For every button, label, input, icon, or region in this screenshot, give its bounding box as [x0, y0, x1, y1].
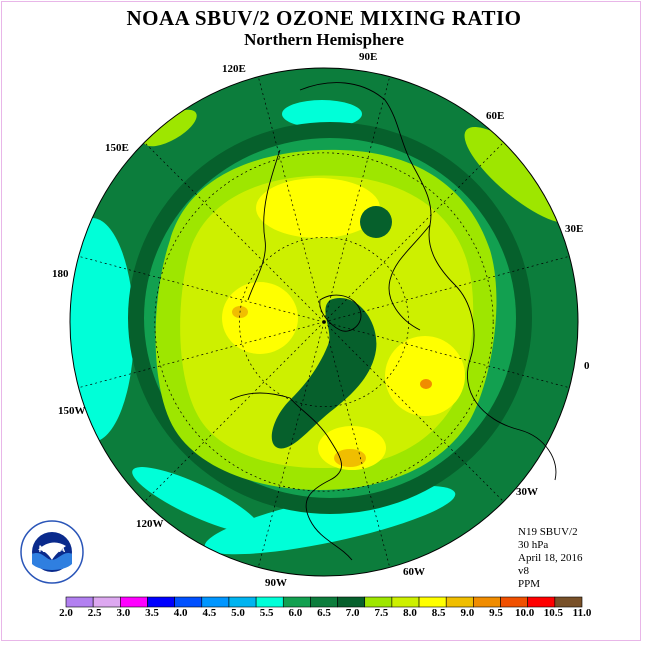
coastline-eurasia [299, 82, 557, 481]
coastlines [229, 82, 557, 561]
hemisphere-outline [69, 67, 579, 577]
colorbar-swatch [92, 596, 121, 608]
colorbar-swatch [120, 596, 148, 608]
lon-label-60e: 60E [486, 110, 505, 122]
colorbar-label: 9.5 [489, 607, 503, 619]
figure-frame [1, 1, 641, 641]
meridian-line [323, 321, 391, 568]
colorbar-label: 2.0 [59, 607, 73, 619]
lon-label-150w: 150W [58, 405, 86, 417]
lon-label-120w: 120W [136, 518, 164, 530]
colorbar-label: 9.0 [460, 607, 475, 619]
colorbar-label: 5.5 [259, 607, 274, 619]
latitude-circle [154, 152, 494, 492]
meridian-line [323, 76, 391, 323]
coastline-europe [388, 224, 431, 331]
lon-label-30w: 30W [516, 486, 538, 498]
latitude-circle [239, 237, 409, 407]
dark-low-spot [360, 206, 392, 238]
graticule [78, 76, 570, 568]
lon-label-150e: 150E [105, 142, 129, 154]
colorbar-label: 7.0 [345, 607, 360, 619]
lon-label-0: 0 [584, 360, 590, 372]
info-level: 30 hPa [518, 539, 549, 551]
meridian-line [78, 321, 325, 389]
colorbar-swatch [500, 596, 528, 608]
colorbar-swatch [255, 596, 284, 608]
meridian-line [144, 321, 325, 502]
colorbar-swatch [418, 596, 447, 608]
colorbar-swatch [65, 596, 94, 608]
meridian-line [323, 321, 570, 389]
yellow-patch-north [256, 178, 380, 238]
colorbar-swatch [337, 596, 366, 608]
colorbar-label: 7.5 [374, 607, 389, 619]
info-date: April 18, 2016 [518, 552, 583, 564]
colorbar-swatch [527, 596, 556, 608]
colorbar-swatch [364, 596, 393, 608]
colorbar-swatch [228, 596, 257, 608]
lon-label-90w: 90W [265, 577, 287, 589]
colorbar-label: 2.5 [87, 607, 102, 619]
colorbar-swatch [201, 596, 230, 608]
yellow-patch-west [222, 282, 298, 354]
colorbar-label: 6.5 [317, 607, 331, 619]
coastline-asia-east [247, 149, 281, 301]
meridian-line [323, 142, 504, 323]
colorbar-label: 3.5 [145, 607, 159, 619]
lon-label-90e: 90E [359, 51, 378, 63]
colorbar-swatch [147, 596, 175, 608]
meridian-line [257, 321, 325, 568]
lon-label-30e: 30E [565, 223, 584, 235]
meridian-line [323, 255, 570, 323]
colorbar [65, 596, 583, 608]
lon-label-180: 180 [52, 268, 69, 280]
colorbar-label: 4.0 [173, 607, 188, 619]
info-block: N19 SBUV/2 30 hPa April 18, 2016 v8 PPM [518, 526, 582, 591]
info-units: PPM [518, 578, 541, 590]
coastline-north-america [229, 392, 353, 561]
colorbar-label: 11.0 [572, 607, 592, 619]
colorbar-label: 6.0 [288, 607, 303, 619]
figure-subtitle: Northern Hemisphere [244, 30, 404, 49]
info-version: v8 [518, 565, 529, 577]
colorbar-swatch [445, 596, 474, 608]
colorbar-swatch [554, 596, 583, 608]
colorbar-label: 3.0 [116, 607, 131, 619]
meridian-line [78, 255, 325, 323]
colorbar-label: 8.0 [403, 607, 417, 619]
colorbar-swatch [473, 596, 501, 608]
meridian-line [323, 321, 504, 502]
lime-patch-northwest [143, 109, 197, 147]
info-instrument: N19 SBUV/2 [518, 526, 578, 538]
noaa-logo-text: NOAA [39, 544, 66, 554]
lon-label-60w: 60W [403, 566, 425, 578]
coastline-greenland [319, 294, 362, 332]
cyan-patch-southwest [132, 467, 260, 533]
yellow-patch-east [385, 336, 465, 416]
colorbar-label: 10.5 [543, 607, 563, 619]
colorbar-label: 5.0 [231, 607, 245, 619]
colorbar-label: 8.5 [431, 607, 446, 619]
colorbar-label: 4.5 [202, 607, 217, 619]
noaa-logo: NOAA [20, 520, 84, 584]
meridian-line [257, 76, 325, 323]
colorbar-swatch [174, 596, 203, 608]
lon-label-120e: 120E [222, 63, 246, 75]
colorbar-swatch [310, 596, 338, 608]
meridian-line [144, 142, 325, 323]
orange-patch-south [334, 449, 366, 467]
cyan-patch-north [282, 100, 362, 128]
figure-title: NOAA SBUV/2 OZONE MIXING RATIO [126, 6, 522, 30]
colorbar-label: 10.0 [515, 607, 535, 619]
ozone-contour-fields [70, 68, 578, 576]
orange-patch-east [420, 379, 432, 389]
colorbar-swatch [391, 596, 420, 608]
dark-low-tongue [271, 298, 377, 449]
colorbar-swatch [282, 596, 311, 608]
